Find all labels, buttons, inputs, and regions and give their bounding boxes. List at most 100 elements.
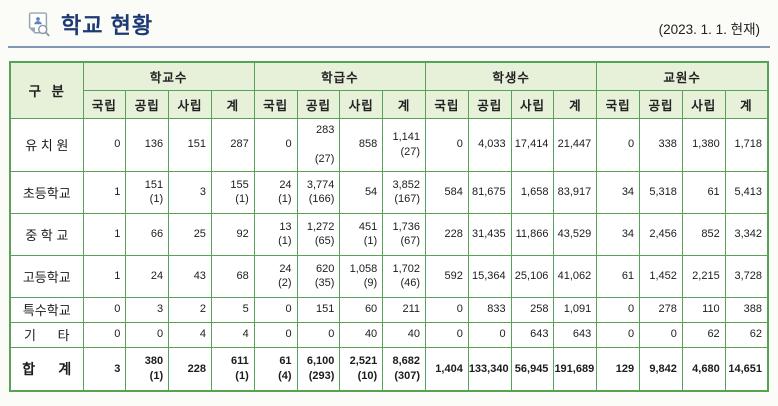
table-cell-0: 0 <box>82 296 127 323</box>
table-cell-10: 258 <box>510 296 555 323</box>
col-header-3-3: 계 <box>724 89 769 119</box>
table-cell-15: 5,413 <box>724 170 769 214</box>
col-header-0-0: 국립 <box>82 89 127 119</box>
table-cell-2: 3 <box>168 170 212 214</box>
table-cell-1: 151 (1) <box>125 170 170 214</box>
page-header: 학교 현황 (2023. 1. 1. 현재) <box>8 0 770 48</box>
table-cell-13: 1,452 <box>639 254 683 298</box>
table-cell-6: 54 <box>339 170 384 214</box>
table-cell-12: 0 <box>596 117 641 172</box>
table-cell-1: 380 (1) <box>125 346 170 392</box>
table-cell-14: 110 <box>681 296 726 323</box>
table-header: 구 분 학교수 학급수 학생수 교원수 국립 공립 사립 계 국립 공립 사립 계 국립 공립 사립… <box>9 61 769 119</box>
col-header-1-3: 계 <box>382 89 426 119</box>
row-label: 기 타 <box>9 321 84 348</box>
table-cell-13: 278 <box>639 296 683 323</box>
table-cell-9: 0 <box>467 321 512 348</box>
table-cell-4: 0 <box>253 296 298 323</box>
col-header-3-1: 공립 <box>639 89 683 119</box>
row-label: 고등학교 <box>9 254 84 298</box>
table-cell-15: 3,342 <box>724 212 769 256</box>
table-cell-1: 24 <box>125 254 170 298</box>
table-cell-4: 13 (1) <box>253 212 298 256</box>
table-row: 유 치 원 0 136 151 287 0 283 (27) 858 1,141 (27) 0 4,… <box>9 117 769 172</box>
table-cell-5: 151 <box>296 296 341 323</box>
table-row: 초등학교 1 151 (1) 3 155 (1) 24 (1) 3,774 (166) 54 3… <box>9 170 769 214</box>
table-cell-7: 211 <box>382 296 426 323</box>
table-cell-3: 68 <box>210 254 255 298</box>
col-header-1-0: 국립 <box>253 89 298 119</box>
col-header-2-2: 사립 <box>510 89 555 119</box>
table-cell-12: 0 <box>596 321 641 348</box>
table-cell-7: 1,141 (27) <box>382 117 426 172</box>
table-cell-7: 1,736 (67) <box>382 212 426 256</box>
table-cell-1: 66 <box>125 212 170 256</box>
table-cell-15: 62 <box>724 321 769 348</box>
table-cell-5: 3,774 (166) <box>296 170 341 214</box>
table-cell-6: 40 <box>339 321 384 348</box>
table-cell-0: 1 <box>82 212 127 256</box>
table-cell-14: 1,380 <box>681 117 726 172</box>
corner-header: 구 분 <box>9 61 84 119</box>
table-cell-5: 620 (35) <box>296 254 341 298</box>
table-cell-9: 4,033 <box>467 117 512 172</box>
table-cell-11: 643 <box>553 321 598 348</box>
table-cell-6: 451 (1) <box>339 212 384 256</box>
table-row: 특수학교 0 3 2 5 0 151 60 211 0 833 258 1,091 0 278 110 388 <box>9 296 769 323</box>
table-cell-4: 61 (4) <box>253 346 298 392</box>
table-container: 구 분 학교수 학급수 학생수 교원수 국립 공립 사립 계 국립 공립 사립 계 국립 공립 사립… <box>9 61 769 392</box>
group-header-classes: 학급수 <box>253 61 427 91</box>
table-cell-9: 15,364 <box>467 254 512 298</box>
table-cell-14: 2,215 <box>681 254 726 298</box>
table-cell-8: 0 <box>425 117 469 172</box>
table-row: 중 학 교 1 66 25 92 13 (1) 1,272 (65) 451 (1) 1,736… <box>9 212 769 256</box>
table-cell-12: 61 <box>596 254 641 298</box>
table-cell-6: 1,058 (9) <box>339 254 384 298</box>
table-cell-5: 0 <box>296 321 341 348</box>
table-cell-3: 287 <box>210 117 255 172</box>
table-cell-2: 25 <box>168 212 212 256</box>
table-cell-2: 43 <box>168 254 212 298</box>
table-cell-10: 11,866 <box>510 212 555 256</box>
page-title: 학교 현황 <box>61 13 154 38</box>
table-cell-12: 34 <box>596 212 641 256</box>
table-cell-2: 228 <box>168 346 212 392</box>
table-cell-1: 3 <box>125 296 170 323</box>
table-cell-11: 83,917 <box>553 170 598 214</box>
table-cell-14: 852 <box>681 212 726 256</box>
table-cell-13: 9,842 <box>639 346 683 392</box>
table-cell-15: 3,728 <box>724 254 769 298</box>
table-cell-10: 643 <box>510 321 555 348</box>
table-cell-6: 2,521 (10) <box>339 346 384 392</box>
col-header-2-1: 공립 <box>467 89 512 119</box>
group-header-teachers: 교원수 <box>596 61 769 91</box>
table-cell-3: 155 (1) <box>210 170 255 214</box>
table-cell-2: 151 <box>168 117 212 172</box>
table-cell-10: 17,414 <box>510 117 555 172</box>
table-cell-10: 1,658 <box>510 170 555 214</box>
col-header-2-3: 계 <box>553 89 598 119</box>
table-cell-5: 6,100 (293) <box>296 346 341 392</box>
table-cell-9: 133,340 <box>467 346 512 392</box>
table-cell-5: 283 (27) <box>296 117 341 172</box>
table-cell-12: 0 <box>596 296 641 323</box>
row-label: 초등학교 <box>9 170 84 214</box>
table-cell-14: 4,680 <box>681 346 726 392</box>
table-cell-0: 3 <box>82 346 127 392</box>
table-cell-7: 3,852 (167) <box>382 170 426 214</box>
col-header-0-2: 사립 <box>168 89 212 119</box>
table-cell-3: 92 <box>210 212 255 256</box>
table-cell-10: 25,106 <box>510 254 555 298</box>
group-header-schools: 학교수 <box>82 61 255 91</box>
table-cell-2: 2 <box>168 296 212 323</box>
table-cell-4: 0 <box>253 321 298 348</box>
col-header-0-3: 계 <box>210 89 255 119</box>
table-row-total: 합 계 3 380 (1) 228 611 (1) 61 (4) 6,100 (293) 2,… <box>9 346 769 392</box>
table-row: 기 타 0 0 4 4 0 0 40 40 0 0 643 643 0 0 62 62 <box>9 321 769 348</box>
table-cell-9: 81,675 <box>467 170 512 214</box>
col-header-1-2: 사립 <box>339 89 384 119</box>
table-cell-13: 2,456 <box>639 212 683 256</box>
table-cell-15: 1,718 <box>724 117 769 172</box>
row-label: 특수학교 <box>9 296 84 323</box>
table-cell-7: 40 <box>382 321 426 348</box>
